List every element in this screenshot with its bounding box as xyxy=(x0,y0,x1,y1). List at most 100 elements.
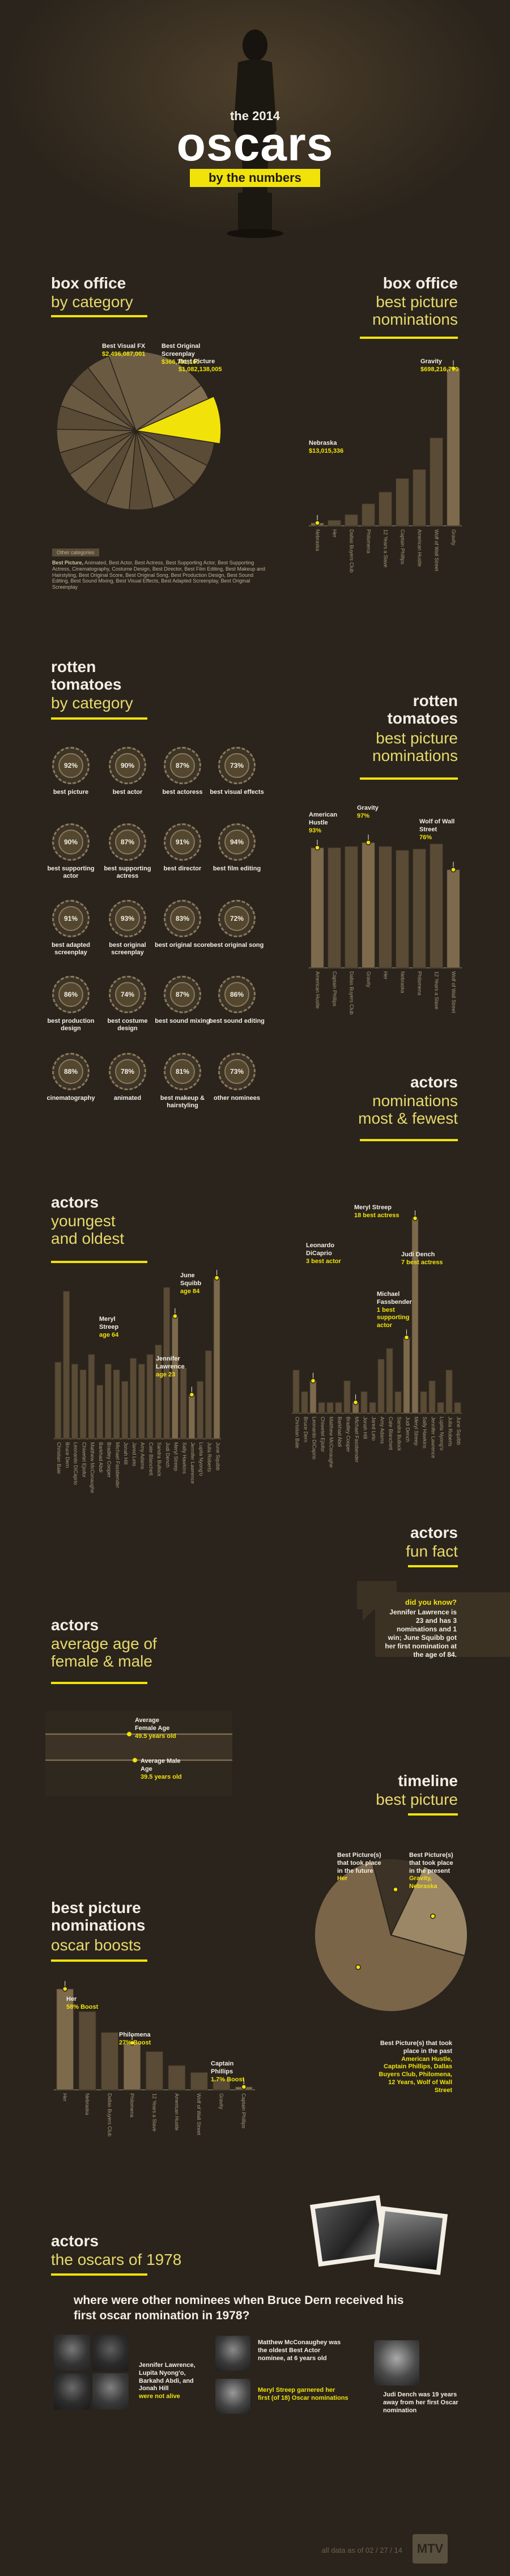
rt-badge-icon: 87% xyxy=(109,823,146,861)
header-subtitle: by the numbers xyxy=(190,169,320,187)
tick-label: Cate Blanchett xyxy=(148,1442,154,1476)
timeline-slice xyxy=(314,1860,466,2012)
boost-callout-her: Her 58% Boost xyxy=(66,1996,98,2012)
bar xyxy=(430,437,443,526)
bar xyxy=(155,1344,162,1439)
time-past-label: Best Picture(s) that took place in the p… xyxy=(380,2040,452,2055)
rt-badge-icon: 73% xyxy=(218,747,256,784)
rt-label: best sound mixing xyxy=(155,1018,210,1025)
rt-cell: 92% best picture xyxy=(42,747,99,796)
tick-label: Amy Adams xyxy=(140,1442,146,1470)
rt-bp-callout-hustle-name: American Hustle xyxy=(309,811,338,826)
act-nom-callout-dicaprio-value: 3 best actor xyxy=(306,1257,341,1265)
1978-fact3: Meryl Streep garnered her first (of 18) … xyxy=(258,2387,348,2401)
avg-male-label: Average Male Age xyxy=(141,1758,181,1772)
bar xyxy=(377,1358,385,1414)
rt-pct: 78% xyxy=(115,1059,140,1084)
act-age-title: actors xyxy=(51,1193,99,1211)
rt-badge-icon: 86% xyxy=(52,976,90,1013)
time-past-value: American Hustle, Captain Phillips, Dalla… xyxy=(379,2055,452,2094)
time-present-label: Best Picture(s) that took place in the p… xyxy=(409,1852,453,1874)
tick-label: Wolf of Wall Street xyxy=(434,529,440,572)
rt-pct: 92% xyxy=(58,753,83,778)
bo-cat-rule xyxy=(51,315,147,317)
bo-bp-callout-gravity-value: $698,216,700 xyxy=(420,365,459,373)
act-nom-callout-dicaprio-name: Leonardo DiCaprio xyxy=(306,1242,335,1257)
tick-label: Christian Bale xyxy=(294,1417,300,1448)
bo-bp-chart: Nebraska Her Dallas Buyers Club Philomena 12… xyxy=(309,360,462,573)
bar xyxy=(101,2032,119,2090)
act-age-callout-streep: Meryl Streep age 64 xyxy=(99,1316,128,1339)
rt-badge-icon: 91% xyxy=(164,823,201,861)
act-nom-callout-streep: Meryl Streep 18 best actress xyxy=(354,1204,400,1220)
tick-label: Jennifer Lawrence xyxy=(190,1442,196,1484)
face-1 xyxy=(54,2335,90,2371)
tick-label: Dallas Buyers Club xyxy=(107,2093,112,2136)
bar xyxy=(396,850,409,968)
avg-male-dot xyxy=(133,1758,137,1763)
tick-label: Judi Dench xyxy=(165,1442,171,1468)
photo-frame-2 xyxy=(373,2206,448,2275)
tick-label: Cate Blanchett xyxy=(388,1417,393,1451)
time-future-value: Her xyxy=(337,1875,348,1882)
rt-cell: 74% best costume design xyxy=(99,976,156,1032)
tick-label: American Hustle xyxy=(315,971,321,1009)
rt-cell: 87% best supporting actress xyxy=(99,823,156,880)
bo-cat-legend-title: Other categories xyxy=(52,549,99,556)
mtv-logo-text: MTV xyxy=(416,2541,444,2556)
bar xyxy=(96,1384,104,1439)
bar xyxy=(454,1402,461,1414)
tick-label: Bruce Dern xyxy=(65,1442,70,1468)
rt-badge-icon: 74% xyxy=(109,976,146,1013)
tick-label: Sandra Bullock xyxy=(156,1442,162,1477)
bo-cat-legend: Other categories Best Picture, Animated,… xyxy=(52,547,267,590)
bar xyxy=(190,2072,208,2090)
bar xyxy=(396,478,409,526)
bo-bp-callout-nebraska: Nebraska $13,015,336 xyxy=(309,440,343,456)
header-title: oscars xyxy=(176,117,334,171)
tick-label: Barkhad Abdi xyxy=(98,1442,104,1473)
rt-cell: 81% best makeup & hairstyling xyxy=(154,1053,211,1110)
rt-pct: 90% xyxy=(58,830,83,855)
bar xyxy=(345,846,358,968)
tick-label: Michael Fassbender xyxy=(114,1442,120,1488)
tick-label: Wolf of Wall Street xyxy=(451,971,457,1014)
1978-fact4: Judi Dench was 19 years away from her fi… xyxy=(383,2391,458,2414)
tick-label: June Squibb xyxy=(215,1442,220,1470)
tick-label: Barkhad Abdi xyxy=(337,1417,342,1447)
tick-label: Amy Adams xyxy=(379,1417,385,1444)
bar-marker-dot xyxy=(129,2040,135,2046)
bo-bp-callout-nebraska-value: $13,015,336 xyxy=(309,447,344,454)
bar xyxy=(394,1391,402,1414)
timeline-dot xyxy=(393,1886,398,1893)
bar-marker-dot xyxy=(214,1275,220,1281)
tick-label: Judi Dench xyxy=(405,1417,410,1442)
bar xyxy=(447,368,460,526)
bar xyxy=(146,2051,163,2090)
tick-label: Bradley Cooper xyxy=(107,1442,112,1478)
bo-cat-title: box office xyxy=(51,274,126,292)
tick-label: 12 Years a Slave xyxy=(151,2093,157,2132)
rt-cell: 83% best original score xyxy=(154,900,211,949)
time-future-label: Best Picture(s) that took place in the f… xyxy=(337,1852,381,1874)
rt-bp-callout-wolf-value: 76% xyxy=(419,834,432,841)
rt-pct: 83% xyxy=(170,906,195,931)
act-nom-callout-dicaprio: Leonardo DiCaprio 3 best actor xyxy=(306,1242,348,1265)
avg-male: Average Male Age 39.5 years old xyxy=(141,1758,186,1781)
tick-label: Gravity xyxy=(366,971,372,988)
bar-marker-dot xyxy=(450,365,456,371)
tick-label: Matthew McConaughey xyxy=(90,1442,95,1493)
bar xyxy=(343,1380,351,1414)
act-age-callout-squibb-value: age 84 xyxy=(180,1287,200,1295)
tick-label: Chiwetel Ejiofor xyxy=(81,1442,87,1478)
bar xyxy=(188,1394,196,1439)
fun-q: did you know? xyxy=(405,1598,457,1606)
bar xyxy=(88,1354,95,1439)
1978-fact2: Matthew McConaughey was the oldest Best … xyxy=(258,2339,341,2362)
act-age-chart: Christian Bale Bruce Dern Leonardo DiCapri… xyxy=(54,1270,221,1493)
bo-bp-title: box office xyxy=(382,274,458,292)
rt-pct: 91% xyxy=(170,830,195,855)
rt-pct: 87% xyxy=(115,830,140,855)
tick-label: Julia Roberts xyxy=(207,1442,212,1472)
rt-cell: 72% best original song xyxy=(209,900,265,949)
